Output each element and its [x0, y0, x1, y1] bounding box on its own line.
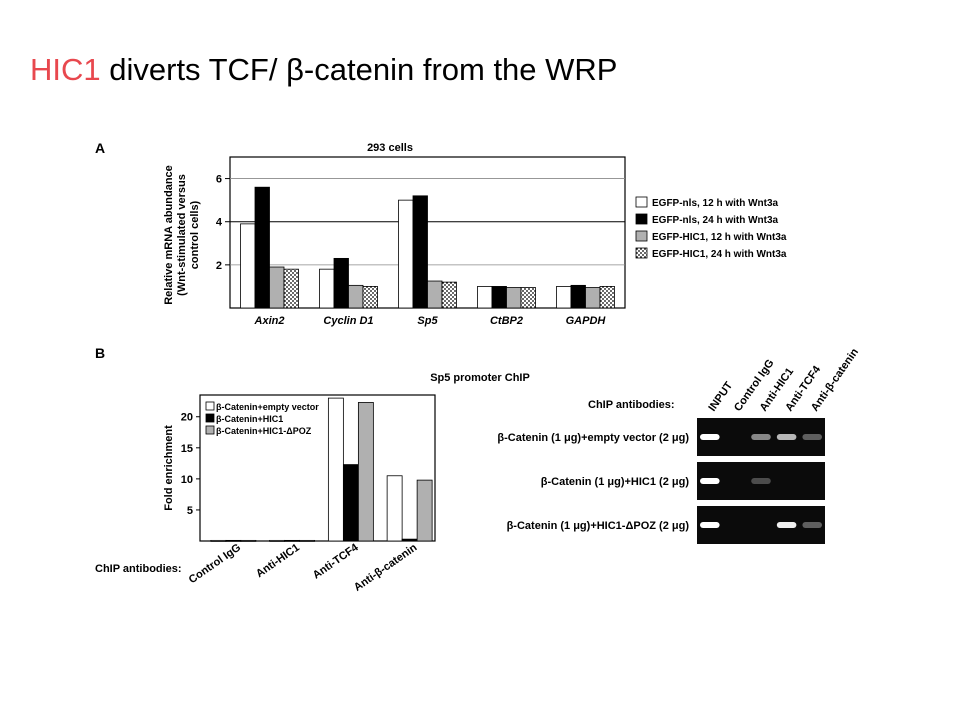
- bar: [412, 195, 428, 309]
- gel-band: [776, 522, 797, 528]
- category-label: Axin2: [254, 315, 285, 327]
- legend-label: EGFP-HIC1, 24 h with Wnt3a: [652, 249, 787, 260]
- bar: [441, 281, 457, 309]
- legend-swatch: [205, 413, 215, 423]
- ylabel-line-1: Relative mRNA abundance: [163, 165, 175, 305]
- legend-swatch: [205, 401, 215, 411]
- category-label: Anti-HIC1: [254, 542, 302, 581]
- bar: [491, 286, 507, 309]
- bar: [327, 397, 344, 542]
- bar: [319, 268, 335, 309]
- chart-a: 2 4 6 Axin2 Cyclin D1 Sp5 CtBP2 GAPDH: [216, 156, 626, 327]
- chart-b-ylabel: Fold enrichment: [163, 425, 175, 511]
- gel-band: [751, 434, 771, 440]
- gel-band: [751, 478, 771, 484]
- bar: [269, 266, 285, 309]
- bar: [556, 286, 572, 309]
- legend-swatch: [635, 196, 648, 208]
- category-label: GAPDH: [566, 315, 607, 327]
- title-rest: diverts TCF/ β-catenin from the WRP: [100, 52, 618, 87]
- panel-a-letter: A: [95, 140, 105, 156]
- bar: [599, 286, 615, 309]
- bar: [427, 280, 443, 309]
- bar: [254, 186, 270, 309]
- lane-label: INPUT: [706, 380, 735, 414]
- category-label: Sp5: [417, 315, 438, 327]
- y-tick-label: 4: [216, 217, 223, 229]
- legend-label: β-Catenin+HIC1: [216, 414, 283, 424]
- bar: [357, 402, 374, 542]
- gel-band: [776, 434, 797, 440]
- bar: [210, 539, 227, 542]
- category-label: Anti-TCF4: [311, 541, 362, 581]
- bar: [284, 539, 301, 542]
- category-label: Anti-β-catenin: [352, 541, 420, 593]
- y-tick-label: 10: [181, 474, 193, 486]
- gel-band: [700, 434, 720, 440]
- ylabel-line-3: control cells): [189, 200, 201, 269]
- legend-label: EGFP-HIC1, 12 h with Wnt3a: [652, 232, 787, 243]
- legend-label: β-Catenin+empty vector: [216, 402, 319, 412]
- bar: [386, 475, 403, 542]
- bar: [225, 539, 242, 542]
- gel-band: [802, 522, 822, 528]
- chart-a-title: 293 cells: [367, 142, 413, 154]
- bar: [398, 199, 414, 309]
- y-tick-label: 6: [216, 174, 222, 186]
- chart-b-xlabel-prefix: ChIP antibodies:: [95, 563, 182, 575]
- bar: [477, 286, 493, 309]
- bar: [520, 287, 536, 309]
- bar: [362, 286, 378, 309]
- legend-label: β-Catenin+HIC1-ΔPOZ: [216, 426, 312, 436]
- panel-b-letter: B: [95, 345, 105, 361]
- gel-band: [700, 478, 720, 484]
- chart-b-legend: β-Catenin+empty vector β-Catenin+HIC1 β-Ca…: [205, 401, 319, 436]
- bar: [333, 257, 349, 309]
- category-label: CtBP2: [490, 315, 523, 327]
- y-tick-label: 5: [187, 505, 193, 517]
- legend-swatch: [205, 425, 215, 435]
- category-label: Control IgG: [187, 542, 243, 587]
- ylabel-line-2: (Wnt-stimulated versus: [176, 174, 188, 296]
- bar: [570, 284, 586, 309]
- bar: [506, 287, 522, 309]
- legend-swatch: [635, 230, 648, 242]
- category-label: Cyclin D1: [323, 315, 373, 327]
- chart-b-title: Sp5 promoter ChIP: [430, 372, 530, 384]
- chart-a-legend: EGFP-nls, 12 h with Wnt3a EGFP-nls, 24 h …: [635, 196, 787, 260]
- chart-b: 5 10 15 20 Control IgG Anti-HIC1 Anti-TCF4Anti…: [181, 394, 436, 594]
- legend-swatch: [635, 247, 648, 259]
- bar: [269, 539, 286, 542]
- bar: [283, 268, 299, 309]
- bar: [585, 287, 601, 309]
- bar: [416, 479, 433, 542]
- legend-label: EGFP-nls, 12 h with Wnt3a: [652, 198, 779, 209]
- legend-swatch: [635, 213, 648, 225]
- y-tick-label: 2: [216, 260, 222, 272]
- gel-band: [700, 522, 720, 528]
- bar: [401, 538, 418, 542]
- y-tick-label: 15: [181, 443, 193, 455]
- bar: [240, 539, 257, 542]
- bar: [240, 223, 256, 309]
- slide-title: HIC1 diverts TCF/ β-catenin from the WRP: [30, 52, 617, 88]
- title-highlight: HIC1: [30, 52, 101, 87]
- bar: [342, 464, 359, 542]
- chart-a-ylabel: Relative mRNA abundance (Wnt-stimulated …: [163, 165, 201, 305]
- legend-label: EGFP-nls, 24 h with Wnt3a: [652, 215, 779, 226]
- gel-row-label: β-Catenin (1 μg)+HIC1-ΔPOZ (2 μg): [507, 520, 690, 532]
- gel-row-label: β-Catenin (1 μg)+empty vector (2 μg): [497, 432, 689, 444]
- gel-row-label: β-Catenin (1 μg)+HIC1 (2 μg): [541, 476, 690, 488]
- gel-band: [802, 434, 822, 440]
- bar: [348, 284, 364, 309]
- gel-header: ChIP antibodies:: [588, 399, 675, 411]
- bar: [299, 539, 316, 542]
- y-tick-label: 20: [181, 412, 193, 424]
